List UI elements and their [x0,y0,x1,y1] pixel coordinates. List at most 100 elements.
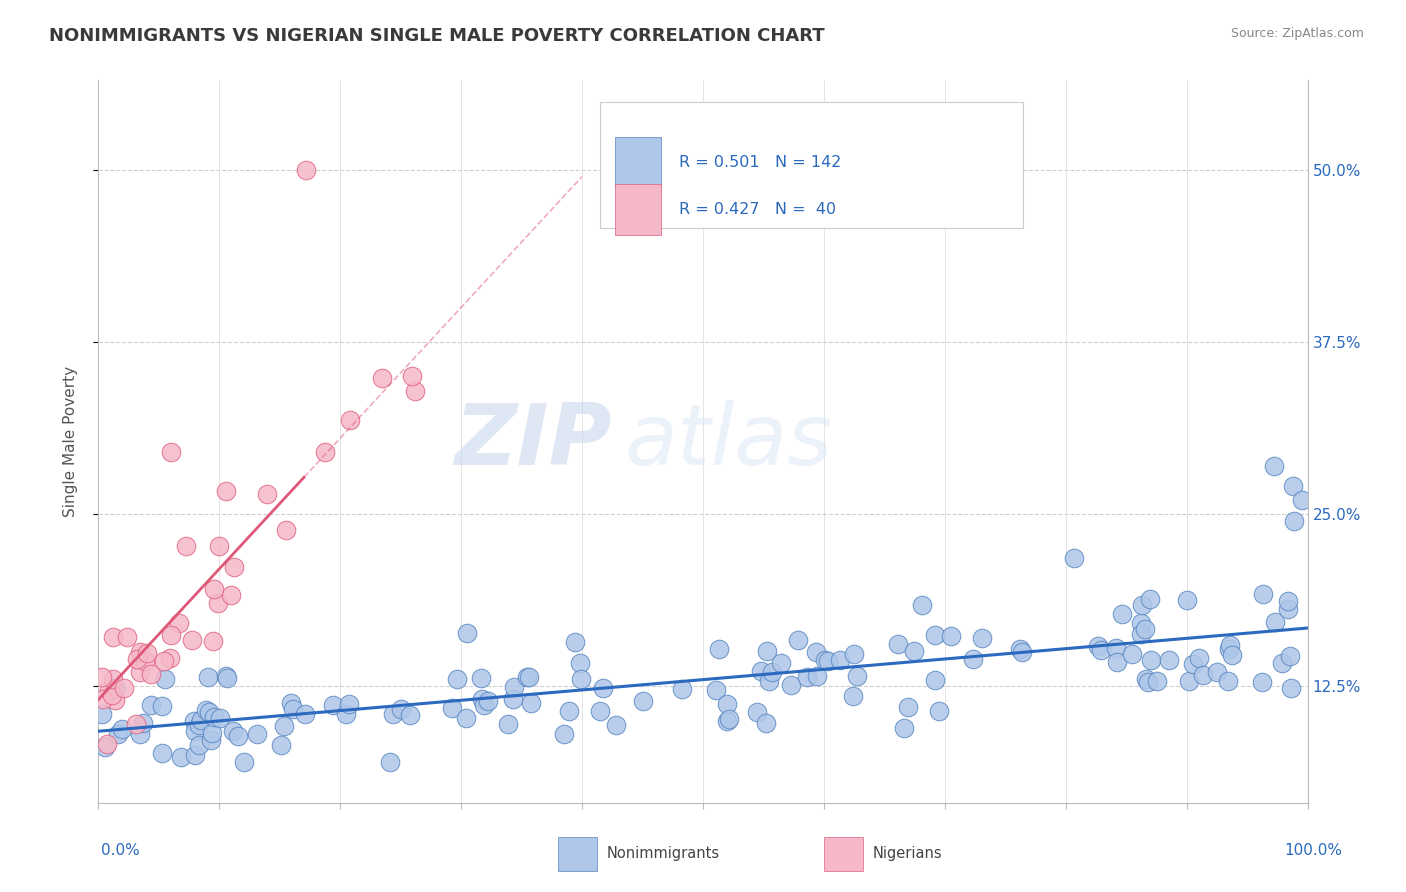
Point [456,626,478,640]
Point [718,712,741,726]
Text: ZIP: ZIP [454,400,613,483]
Point [472,698,495,712]
Point [152,654,174,668]
Point [200,733,222,747]
Point [90,707,112,722]
Point [671,681,693,696]
Point [796,670,818,684]
Point [96,738,118,752]
Point [1251,675,1274,690]
Point [181,632,204,647]
Point [195,703,218,717]
Point [197,670,219,684]
Point [1218,641,1240,656]
Point [280,696,302,710]
Point [1182,657,1205,671]
Point [1105,655,1128,669]
Point [101,673,124,687]
Point [1011,644,1033,658]
Point [314,445,336,459]
Point [219,588,242,602]
Point [150,746,173,760]
Point [903,643,925,657]
Point [222,560,245,574]
Point [605,718,627,732]
Point [389,702,412,716]
Point [1282,479,1305,493]
Point [169,616,191,631]
Point [170,750,193,764]
Point [283,702,305,716]
Point [814,653,837,667]
Point [404,384,426,398]
Point [201,633,224,648]
Point [91,670,114,684]
Point [150,698,173,713]
Point [401,369,423,384]
Point [246,727,269,741]
Point [758,674,780,689]
Point [1220,648,1243,662]
Point [274,523,297,537]
Point [747,706,769,720]
Bar [614,184,661,235]
Point [755,715,778,730]
Point [1121,647,1143,661]
Point [939,629,962,643]
Point [371,371,394,385]
Point [190,713,212,727]
Text: Source: ZipAtlas.com: Source: ZipAtlas.com [1230,27,1364,40]
Point [1251,587,1274,601]
Point [1178,674,1201,689]
Point [273,719,295,733]
Point [1087,639,1109,653]
Point [1188,650,1211,665]
Bar [824,837,863,871]
Point [159,651,181,665]
Point [446,673,468,687]
Point [129,665,152,679]
Point [184,724,207,739]
Point [202,710,225,724]
Point [842,647,865,661]
Point [1277,602,1299,616]
Point [756,644,779,658]
Point [226,729,249,743]
Point [159,628,181,642]
Point [1129,615,1152,630]
Point [295,162,318,177]
Point [101,688,124,702]
Point [104,692,127,706]
Point [1157,653,1180,667]
Point [1010,642,1032,657]
Point [97,683,120,698]
Text: atlas: atlas [624,400,832,483]
Point [1139,591,1161,606]
Point [1146,673,1168,688]
Point [519,696,541,710]
Point [115,630,138,644]
Point [339,697,361,711]
Point [589,705,612,719]
Point [704,682,727,697]
Point [502,691,524,706]
Point [256,487,278,501]
Point [160,445,183,459]
Point [1218,673,1240,688]
Point [322,698,344,713]
Point [477,693,499,707]
Point [378,755,401,769]
Point [209,711,232,725]
Point [842,690,865,704]
Point [972,631,994,645]
Point [207,596,229,610]
Text: 100.0%: 100.0% [1285,843,1343,858]
Point [1279,649,1302,664]
Point [1277,594,1299,608]
Point [1111,607,1133,621]
Point [294,707,316,722]
Point [893,721,915,735]
Text: 0.0%: 0.0% [101,843,141,858]
Point [1175,593,1198,607]
Point [707,642,730,657]
